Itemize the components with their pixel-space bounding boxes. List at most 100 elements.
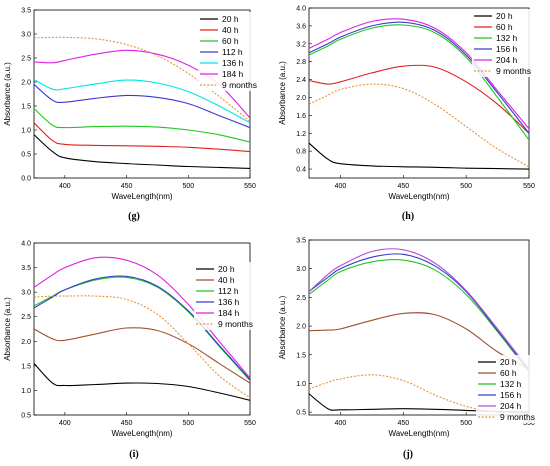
series-line <box>34 327 250 384</box>
x-tick-label: 450 <box>397 183 409 190</box>
y-tick-label: 3.0 <box>21 32 31 39</box>
series-line <box>309 18 529 130</box>
y-tick-label: 1.5 <box>296 352 306 359</box>
panel-label-h: (h) <box>402 211 414 222</box>
x-tick-label: 450 <box>121 183 133 190</box>
y-tick-label: 3.6 <box>296 23 306 30</box>
y-tick-label: 0.4 <box>296 167 306 174</box>
x-tick-label: 450 <box>121 420 133 427</box>
chart-panel-j: 400 450 500 550 0.5 1.0 1.5 2.0 2.5 3.0 3.5 WaveLen… <box>278 238 536 438</box>
x-tick-label: 550 <box>244 420 256 427</box>
series-line <box>309 258 529 373</box>
series-line <box>309 312 529 370</box>
legend-label: 136 h <box>222 58 244 68</box>
series-line <box>309 83 529 168</box>
legend-label: 132 h <box>496 33 518 43</box>
legend-label: 60 h <box>500 368 517 378</box>
series-line <box>34 275 250 380</box>
series-line <box>309 21 529 134</box>
legend-label: 204 h <box>496 55 518 65</box>
legend-label: 60 h <box>222 36 239 46</box>
legend-label: 40 h <box>222 25 239 35</box>
legend-box <box>194 262 254 330</box>
y-tick-label: 3.5 <box>21 265 31 272</box>
series-lines <box>309 18 529 170</box>
x-axis-title: WaveLength(nm) <box>388 192 449 201</box>
x-tick-label: 550 <box>244 183 256 190</box>
legend-label: 132 h <box>500 379 522 389</box>
y-tick-label: 0.5 <box>21 413 31 420</box>
y-tick-label: 2.8 <box>296 59 306 66</box>
y-tick-label: 4.0 <box>21 241 31 248</box>
y-tick-label: 1.6 <box>296 113 306 120</box>
legend-label: 20 h <box>222 14 239 24</box>
legend-label: 9 months <box>500 412 535 422</box>
legend-box <box>472 9 532 77</box>
series-line <box>34 122 250 153</box>
y-axis-title: Absorbance (a.u.) <box>278 61 287 125</box>
panel-label-j: (j) <box>403 449 413 460</box>
y-tick-label: 2.0 <box>296 324 306 331</box>
legend-label: 112 h <box>218 286 239 296</box>
x-tick-label: 450 <box>397 420 409 427</box>
series-line <box>309 142 529 170</box>
y-axis-title: Absorbance (a.u.) <box>3 62 12 126</box>
plot-frame <box>308 239 530 416</box>
legend-label: 156 h <box>500 390 522 400</box>
y-tick-label: 0.0 <box>21 176 31 183</box>
x-tick-label: 500 <box>182 420 194 427</box>
legend-label: 9 months <box>222 80 257 90</box>
x-tick-label: 400 <box>59 420 71 427</box>
series-line <box>34 134 250 169</box>
chart-panel-g: 400 450 500 550 0.0 0.5 1.0 1.5 2.0 2.5 3.0 3.5 Wave… <box>3 8 262 201</box>
series-line <box>34 79 250 124</box>
y-tick-label: 0.8 <box>296 149 306 156</box>
plot-frame <box>308 7 530 179</box>
y-tick-label: 3.0 <box>296 266 306 273</box>
y-tick-label: 0.5 <box>296 410 306 417</box>
x-axis-title: WaveLength(nm) <box>111 192 172 201</box>
y-tick-label: 1.5 <box>21 363 31 370</box>
y-tick-label: 3.5 <box>296 238 306 245</box>
x-tick-label: 550 <box>523 420 535 427</box>
legend-label: 184 h <box>218 308 240 318</box>
y-axis-title: Absorbance (a.u.) <box>278 295 287 359</box>
series-lines <box>34 256 250 401</box>
y-tick-label: 0.5 <box>21 152 31 159</box>
series-line <box>34 295 250 399</box>
x-axis-title: WaveLength(nm) <box>111 429 172 438</box>
series-line <box>34 256 250 379</box>
x-tick-label: 400 <box>59 183 71 190</box>
chart-panel-i: 400 450 500 550 0.5 1.0 1.5 2.0 2.5 3.0 3.5 4.0 Wave… <box>3 241 256 439</box>
y-tick-label: 2.0 <box>296 95 306 102</box>
series-line <box>309 253 529 372</box>
x-tick-label: 500 <box>460 420 472 427</box>
y-tick-label: 3.5 <box>21 8 31 15</box>
series-line <box>34 107 250 143</box>
x-tick-label: 550 <box>523 183 535 190</box>
y-tick-label: 1.0 <box>21 388 31 395</box>
series-line <box>34 363 250 401</box>
x-tick-label: 400 <box>335 183 347 190</box>
x-tick-label: 500 <box>182 183 194 190</box>
x-axis-title: WaveLength(nm) <box>388 429 449 438</box>
series-line <box>309 24 529 141</box>
panel-label-g: (g) <box>128 211 140 222</box>
y-tick-label: 2.5 <box>21 56 31 63</box>
legend-label: 136 h <box>218 297 240 307</box>
y-tick-label: 1.5 <box>21 104 31 111</box>
legend-label: 20 h <box>496 11 513 21</box>
x-tick-label: 500 <box>460 183 472 190</box>
series-line <box>309 248 529 370</box>
series-line <box>34 83 250 129</box>
y-tick-label: 1.2 <box>296 131 306 138</box>
legend-label: 156 h <box>496 44 518 54</box>
y-tick-label: 2.4 <box>296 77 306 84</box>
y-tick-label: 2.5 <box>21 314 31 321</box>
series-lines <box>34 36 250 169</box>
